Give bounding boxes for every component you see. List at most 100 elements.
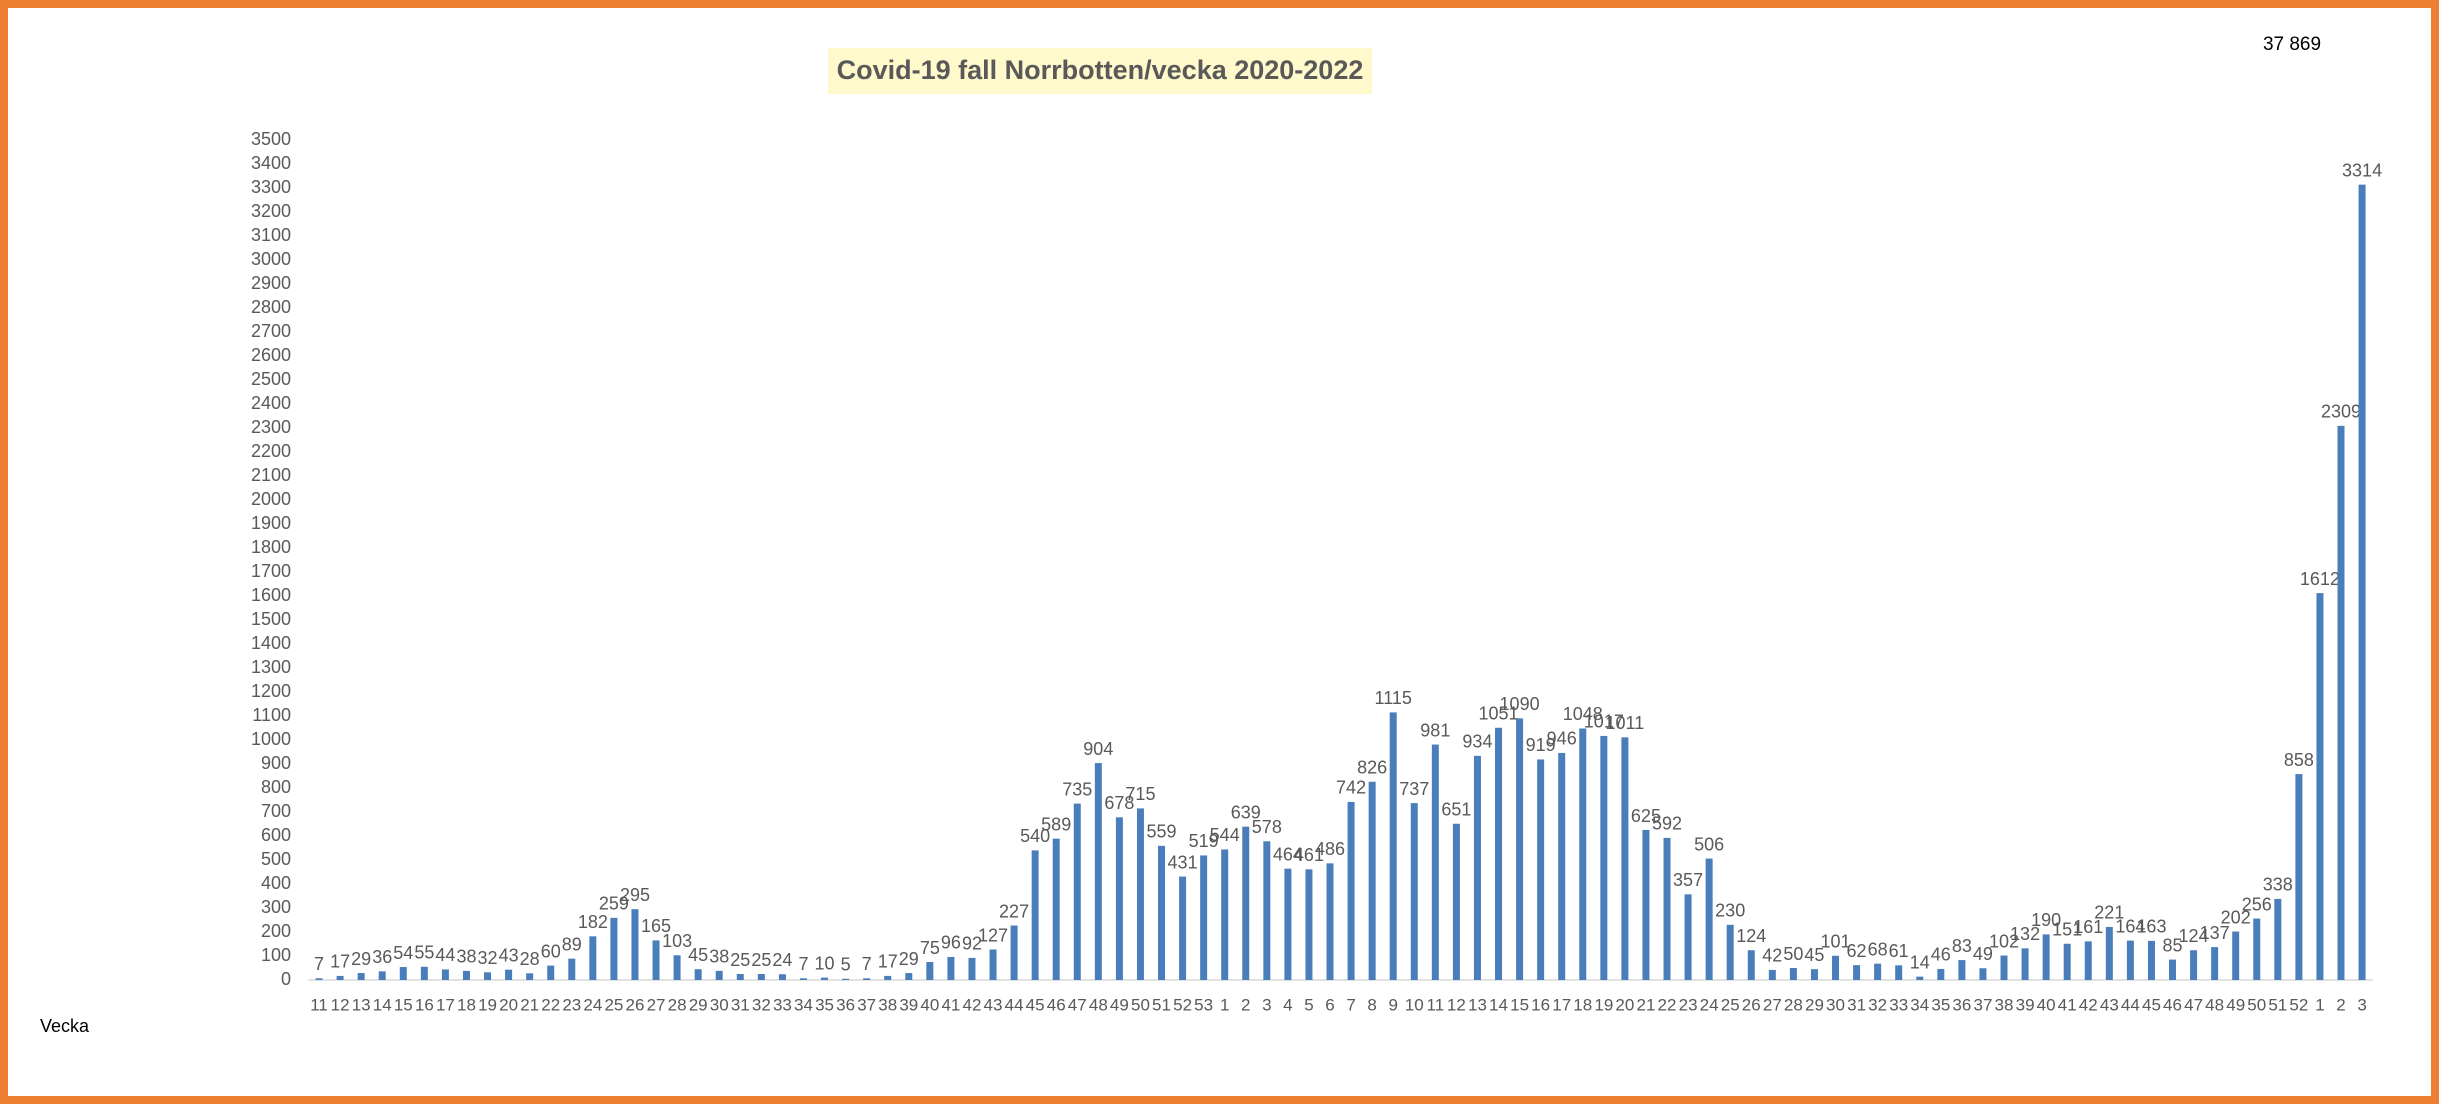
data-label: 7 xyxy=(314,954,324,974)
y-tick-label: 900 xyxy=(261,753,291,773)
x-tick-label: 29 xyxy=(689,995,708,1014)
bar xyxy=(1052,838,1060,980)
bar xyxy=(715,970,723,980)
data-label: 25 xyxy=(751,950,771,970)
data-label: 904 xyxy=(1083,739,1113,759)
bar xyxy=(2190,950,2198,980)
x-tick-label: 26 xyxy=(1742,995,1761,1014)
bar xyxy=(1495,727,1503,980)
data-label: 101 xyxy=(1820,932,1850,952)
data-label: 83 xyxy=(1952,936,1972,956)
bar xyxy=(1726,924,1734,980)
data-label: 124 xyxy=(2179,926,2209,946)
bar xyxy=(399,967,407,980)
x-tick-label: 20 xyxy=(1615,995,1634,1014)
y-tick-label: 2700 xyxy=(251,321,291,341)
bar xyxy=(1473,755,1481,980)
x-tick-label: 40 xyxy=(2037,995,2056,1014)
bar xyxy=(2084,941,2092,980)
data-label: 7 xyxy=(798,954,808,974)
data-label: 934 xyxy=(1462,732,1492,752)
data-label: 42 xyxy=(1762,946,1782,966)
bar xyxy=(1326,863,1334,980)
x-tick-label: 47 xyxy=(2184,995,2203,1014)
bar xyxy=(1558,752,1566,980)
x-tick-label: 47 xyxy=(1068,995,1087,1014)
x-tick-label: 20 xyxy=(499,995,518,1014)
x-tick-label: 2 xyxy=(1241,995,1250,1014)
bar xyxy=(1747,950,1755,980)
x-tick-label: 28 xyxy=(1784,995,1803,1014)
bar xyxy=(1642,830,1650,980)
title-background xyxy=(828,48,1372,94)
y-tick-label: 500 xyxy=(261,849,291,869)
x-tick-label: 35 xyxy=(815,995,834,1014)
data-label: 124 xyxy=(1736,926,1766,946)
x-tick-label: 17 xyxy=(436,995,455,1014)
x-tick-label: 30 xyxy=(1826,995,1845,1014)
bar xyxy=(1958,960,1966,980)
bar xyxy=(2253,918,2261,980)
data-label: 36 xyxy=(372,947,392,967)
bar xyxy=(441,969,449,980)
data-label: 17 xyxy=(330,952,350,972)
x-tick-label: 24 xyxy=(583,995,602,1014)
x-tick-label: 23 xyxy=(1679,995,1698,1014)
data-label: 43 xyxy=(499,945,519,965)
bar xyxy=(778,974,786,980)
x-tick-label: 40 xyxy=(920,995,939,1014)
x-tick-label: 39 xyxy=(2016,995,2035,1014)
x-tick-label: 23 xyxy=(562,995,581,1014)
x-tick-label: 11 xyxy=(310,995,328,1014)
x-tick-label: 43 xyxy=(2100,995,2119,1014)
bar xyxy=(568,958,576,980)
data-label: 55 xyxy=(414,943,434,963)
y-tick-label: 1400 xyxy=(251,633,291,653)
data-label: 826 xyxy=(1357,758,1387,778)
bar xyxy=(589,936,597,980)
bar xyxy=(1073,803,1081,980)
data-label: 28 xyxy=(520,949,540,969)
y-tick-label: 1200 xyxy=(251,681,291,701)
bar xyxy=(1979,968,1987,980)
x-tick-label: 12 xyxy=(1447,995,1466,1014)
bar xyxy=(378,971,386,980)
bar xyxy=(1200,855,1208,980)
bar xyxy=(1916,976,1924,980)
x-tick-label: 15 xyxy=(1510,995,1529,1014)
x-tick-label: 25 xyxy=(604,995,623,1014)
data-label: 10 xyxy=(815,953,835,973)
x-tick-label: 38 xyxy=(878,995,897,1014)
bar xyxy=(884,975,892,980)
y-tick-label: 1800 xyxy=(251,537,291,557)
bar xyxy=(484,972,492,980)
data-label: 62 xyxy=(1847,941,1867,961)
x-tick-label: 9 xyxy=(1388,995,1397,1014)
data-label: 506 xyxy=(1694,834,1724,854)
data-label: 29 xyxy=(899,949,919,969)
bar xyxy=(420,966,428,980)
data-label: 5 xyxy=(841,955,851,975)
x-tick-label: 30 xyxy=(710,995,729,1014)
y-tick-label: 2900 xyxy=(251,273,291,293)
y-tick-label: 400 xyxy=(261,873,291,893)
x-tick-label: 31 xyxy=(731,995,750,1014)
x-tick-label: 19 xyxy=(1594,995,1613,1014)
x-tick-label: 53 xyxy=(1194,995,1213,1014)
bar xyxy=(842,978,850,980)
bar xyxy=(1895,965,1903,980)
x-tick-label: 21 xyxy=(1636,995,1655,1014)
bar xyxy=(1115,817,1123,980)
bar xyxy=(1621,737,1629,980)
data-label: 1051 xyxy=(1478,704,1518,724)
data-label: 32 xyxy=(478,948,498,968)
bar xyxy=(1010,925,1018,980)
data-label: 981 xyxy=(1420,720,1450,740)
x-tick-label: 37 xyxy=(857,995,876,1014)
x-tick-label: 2 xyxy=(2336,995,2345,1014)
x-tick-label: 7 xyxy=(1346,995,1355,1014)
bar xyxy=(357,973,365,980)
y-tick-label: 300 xyxy=(261,897,291,917)
x-tick-label: 34 xyxy=(1910,995,1929,1014)
bar xyxy=(926,962,934,980)
